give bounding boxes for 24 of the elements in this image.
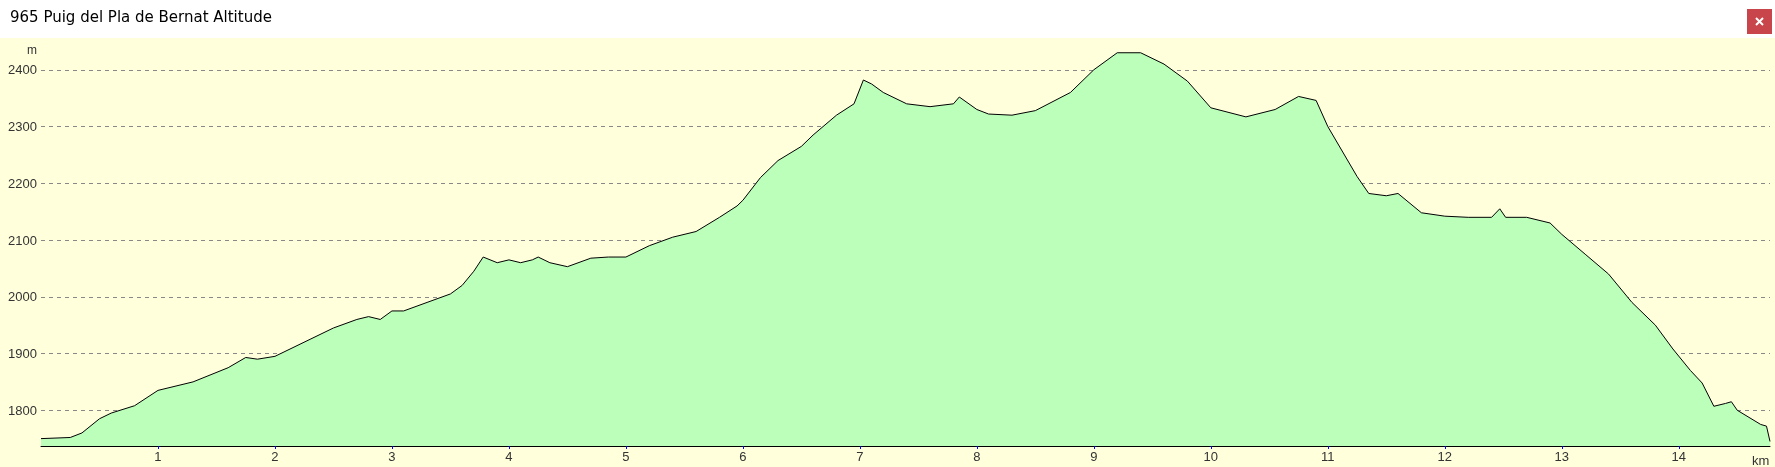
y-tick-label: 2200 [8, 175, 37, 191]
x-tick-label: 2 [271, 449, 279, 464]
x-tick-label: 14 [1671, 449, 1686, 464]
x-tick-label: 8 [973, 449, 981, 464]
x-axis-title: km [1752, 453, 1770, 467]
x-tick-label: 4 [505, 449, 513, 464]
x-tick-label: 6 [739, 449, 747, 464]
y-tick-label: 2100 [8, 232, 37, 248]
x-tick-label: 12 [1437, 449, 1453, 464]
y-tick-label: 2400 [8, 62, 37, 78]
x-tick-label: 7 [856, 449, 864, 464]
y-tick-label: 1900 [8, 346, 37, 361]
y-tick-label: 1800 [8, 402, 37, 418]
chart-title: 965 Puig del Pla de Bernat Altitude [10, 8, 272, 26]
y-axis-title: m [27, 43, 37, 57]
y-tick-label: 2300 [8, 119, 37, 135]
x-tick-label: 11 [1321, 449, 1335, 464]
x-tick-label: 13 [1554, 449, 1570, 464]
x-tick-label: 3 [388, 449, 396, 464]
x-tick-label: 1 [154, 449, 162, 464]
x-tick-label: 5 [622, 449, 630, 464]
x-tick-label: 9 [1090, 449, 1098, 464]
y-tick-label: 2000 [8, 289, 37, 305]
x-tick-label: 10 [1203, 449, 1219, 464]
